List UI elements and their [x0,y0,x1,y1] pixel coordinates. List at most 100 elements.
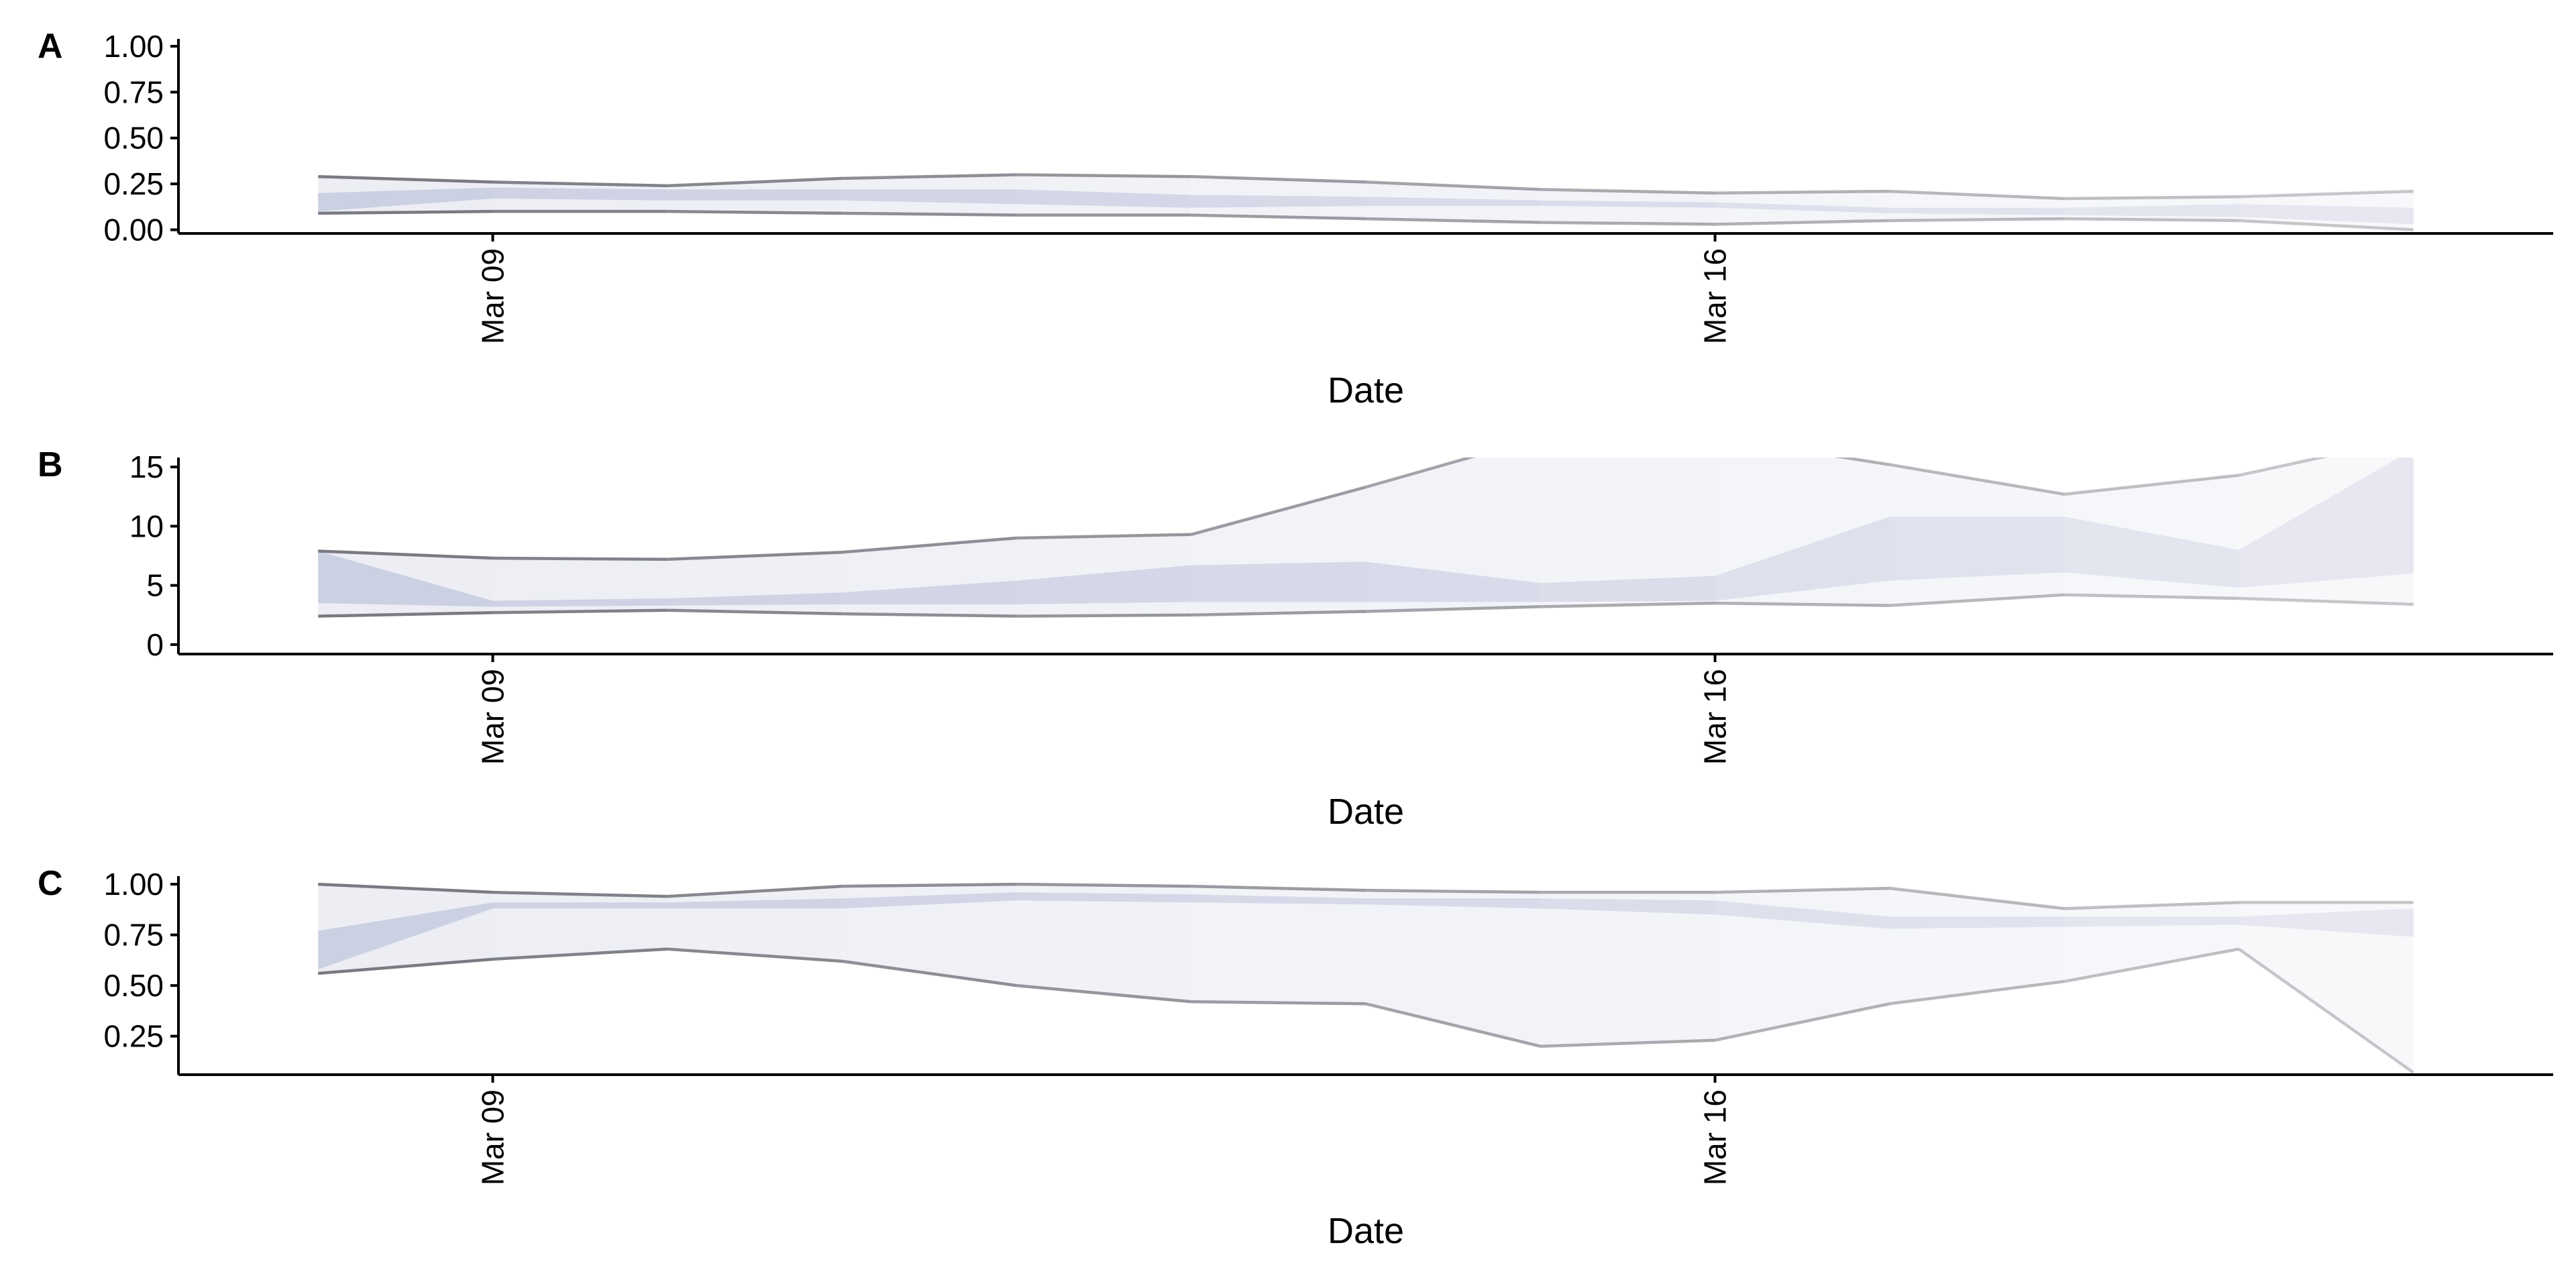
lower-bound-line [1889,593,2065,607]
y-tick-label: 0.75 [103,918,164,953]
upper-bound-line [1834,458,1890,466]
lower-bound-line [1016,613,1191,618]
outer-band-segment [1191,886,1366,1004]
lower-bound-line [1889,217,2065,223]
y-tick-label: 0.00 [103,213,164,248]
lower-bound-line [1365,1002,1541,1048]
panel-a: 0.00 0.25 0.50 0.75 1.00 Mar 09 Mar 16 Date A [38,27,2553,411]
plot-area-b [318,458,2414,618]
lower-bound-line [2063,947,2239,983]
upper-bound-line [492,556,667,561]
lower-bound-line [1540,1038,1715,1048]
x-axis-title: Date [1328,370,1404,411]
upper-bound-line [841,536,1017,554]
lower-bound-line [1889,979,2065,1006]
outer-band-segment [1889,191,2065,221]
panel-letter: C [38,864,63,903]
lower-bound-line [1540,601,1715,608]
upper-bound-line [1016,882,1191,888]
inner-band-segment [2239,458,2414,588]
inner-band-segment [2064,916,2239,927]
upper-bound-line [2064,195,2239,201]
lower-bound-line [2238,947,2415,1074]
inner-band-segment [2239,204,2414,225]
y-tick-label: 1.00 [103,29,164,64]
upper-bound-line [492,890,667,898]
outer-band-segment [492,892,667,959]
inner-band-segment [1540,576,1715,602]
upper-bound-line [318,549,493,560]
inner-band-segment [1016,892,1191,903]
outer-band-segment [1016,884,1191,1002]
upper-bound-line [1191,884,1366,892]
lower-bound-line [318,610,493,618]
outer-band-segment [1540,458,1715,607]
lower-bound-line [318,957,493,975]
y-tick-label: 0.50 [103,121,164,156]
x-axis-title: Date [1328,1211,1404,1251]
inner-band-segment [2239,908,2414,937]
inner-band-segment [842,189,1017,205]
inner-band-segment [667,898,843,909]
lower-bound-line [842,612,1017,618]
inner-band-segment [1715,202,1890,213]
lower-bound-line [1016,983,1191,1004]
upper-bound-line [492,180,667,188]
lower-bound-line [1715,219,1890,226]
inner-band-segment [1540,200,1715,208]
panel-letter: B [38,445,63,484]
outer-band-segment [1540,892,1715,1046]
upper-bound-line [318,882,493,894]
upper-bound-line [1365,180,1541,191]
x-tick-label: Mar 16 [1698,1089,1733,1185]
y-tick-label: 15 [129,449,164,484]
inner-band-segment [667,592,843,606]
upper-bound-line [2063,474,2239,496]
inner-band-segment [1366,561,1541,602]
inner-band-segment [492,902,667,909]
lower-bound-line [1540,221,1715,226]
inner-band-segment [492,187,667,201]
inner-band-segment [1366,197,1541,206]
lower-bound-line [1365,217,1541,224]
upper-bound-line [2064,901,2239,910]
upper-bound-line [1889,886,2065,910]
x-tick-label: Mar 09 [476,248,511,344]
inner-band-segment [842,580,1017,604]
lower-bound-line [318,209,493,215]
inner-band-segment [1715,900,1890,929]
outer-band-segment [2239,458,2414,604]
y-tick-label: 0.50 [103,968,164,1003]
inner-band-segment [1889,916,2065,929]
lower-bound-line [1191,610,1366,617]
upper-bound-line [318,174,493,184]
inner-band-segment [2064,204,2239,217]
inner-band-segment [1540,898,1715,915]
inner-band-segment [667,189,843,201]
upper-bound-line [1191,174,1366,184]
lower-bound-line [2064,217,2239,223]
outer-band-segment [1889,888,2065,1004]
upper-bound-line [1016,173,1191,178]
lower-bound-line [2239,219,2414,231]
outer-band-segment [2239,191,2414,230]
lower-bound-line [667,947,843,963]
upper-bound-line [1540,188,1715,195]
x-axis-title: Date [1328,792,1404,832]
upper-bound-line [1191,485,1366,536]
upper-bound-line [842,173,1017,180]
inner-band-segment [1715,517,1890,601]
outer-band-segment [1889,464,2065,606]
outer-band-segment [492,558,667,613]
inner-band-segment [1016,565,1191,604]
x-tick-label: Mar 09 [476,669,511,765]
upper-bound-line [1715,886,1890,894]
outer-band-segment [1540,189,1715,225]
lower-bound-line [667,209,843,215]
lower-bound-line [667,608,843,616]
y-tick-label: 0.75 [103,74,164,109]
outer-band-segment [842,884,1017,986]
lower-bound-line [841,959,1017,987]
lower-bound-line [492,608,667,614]
y-tick-label: 10 [129,508,164,543]
